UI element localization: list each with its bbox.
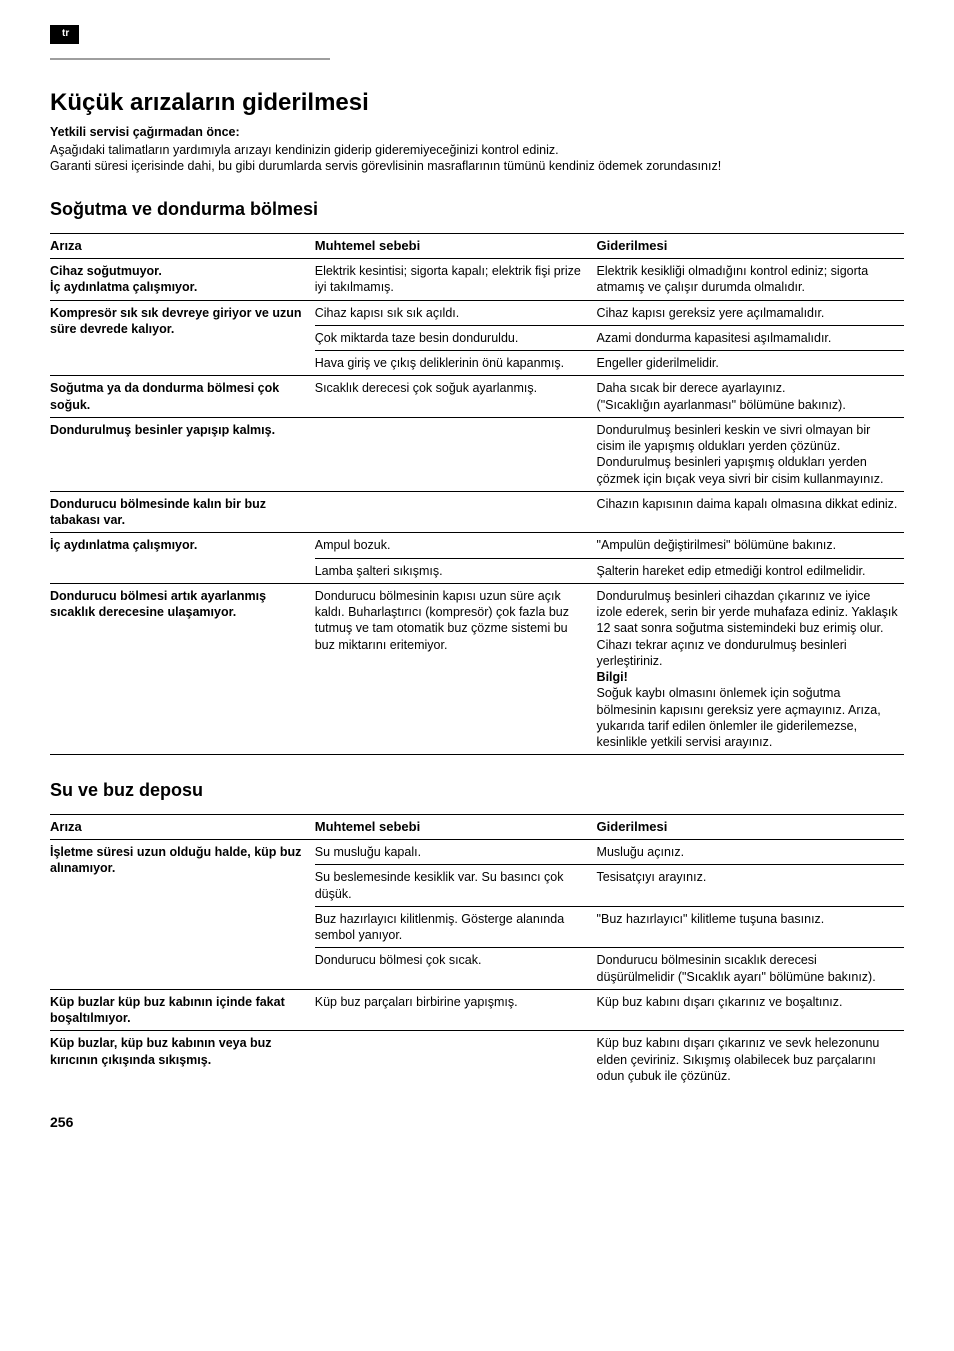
fault-cell: Dondurucu bölmesi artık ayarlanmış sıcak… bbox=[50, 583, 315, 755]
remedy-cell: Daha sıcak bir derece ayarlayınız. ("Sıc… bbox=[597, 376, 904, 418]
intro-line-2: Garanti süresi içerisinde dahi, bu gibi … bbox=[50, 158, 904, 174]
fault-cell: Küp buzlar, küp buz kabının veya buz kır… bbox=[50, 1031, 315, 1088]
remedy-label: Bilgi! bbox=[597, 670, 628, 684]
table-row: Soğutma ya da dondurma bölmesi çok soğuk… bbox=[50, 376, 904, 418]
fault-cell: Cihaz soğutmuyor. İç aydınlatma çalışmıy… bbox=[50, 259, 315, 301]
fault-cell: Soğutma ya da dondurma bölmesi çok soğuk… bbox=[50, 376, 315, 418]
intro-block: Yetkili servisi çağırmadan önce: Aşağıda… bbox=[50, 124, 904, 175]
remedy-text-b: Soğuk kaybı olmasını önlemek için soğutm… bbox=[597, 686, 881, 749]
remedy-cell: "Buz hazırlayıcı" kilitleme tuşuna basın… bbox=[597, 906, 904, 948]
page-title: Küçük arızaların giderilmesi bbox=[50, 88, 904, 118]
cause-cell: Küp buz parçaları birbirine yapışmış. bbox=[315, 989, 597, 1031]
remedy-cell: Dondurucu bölmesinin sıcaklık derecesi d… bbox=[597, 948, 904, 990]
remedy-cell: Elektrik kesikliği olmadığını kontrol ed… bbox=[597, 259, 904, 301]
remedy-cell: "Ampulün değiştirilmesi" bölümüne bakını… bbox=[597, 533, 904, 558]
table-row: Cihaz soğutmuyor. İç aydınlatma çalışmıy… bbox=[50, 259, 904, 301]
table-row: Kompresör sık sık devreye giriyor ve uzu… bbox=[50, 300, 904, 325]
cause-cell bbox=[315, 491, 597, 533]
intro-line-1: Aşağıdaki talimatların yardımıyla arızay… bbox=[50, 142, 904, 158]
table-row: Dondurulmuş besinler yapışıp kalmış. Don… bbox=[50, 417, 904, 491]
remedy-cell: Cihaz kapısı gereksiz yere açılmamalıdır… bbox=[597, 300, 904, 325]
top-rule bbox=[50, 58, 330, 60]
table-row: Dondurucu bölmesinde kalın bir buz tabak… bbox=[50, 491, 904, 533]
col-fault: Arıza bbox=[50, 233, 315, 258]
section1-heading: Soğutma ve dondurma bölmesi bbox=[50, 198, 904, 221]
cause-cell: Dondurucu bölmesi çok sıcak. bbox=[315, 948, 597, 990]
remedy-cell: Dondurulmuş besinleri keskin ve sivri ol… bbox=[597, 417, 904, 491]
table-row: İşletme süresi uzun olduğu halde, küp bu… bbox=[50, 840, 904, 865]
cause-cell bbox=[315, 1031, 597, 1088]
cause-cell bbox=[315, 417, 597, 491]
cause-cell: Su musluğu kapalı. bbox=[315, 840, 597, 865]
cause-cell: Buz hazırlayıcı kilitlenmiş. Gösterge al… bbox=[315, 906, 597, 948]
cause-cell: Dondurucu bölmesinin kapısı uzun süre aç… bbox=[315, 583, 597, 755]
subtitle: Yetkili servisi çağırmadan önce: bbox=[50, 124, 904, 140]
remedy-cell: Küp buz kabını dışarı çıkarınız ve boşal… bbox=[597, 989, 904, 1031]
section2-heading: Su ve buz deposu bbox=[50, 779, 904, 802]
troubleshooting-table-1: Arıza Muhtemel sebebi Giderilmesi Cihaz … bbox=[50, 233, 904, 756]
col-remedy: Giderilmesi bbox=[597, 814, 904, 839]
page-number: 256 bbox=[50, 1114, 904, 1132]
cause-cell: Ampul bozuk. bbox=[315, 533, 597, 558]
fault-cell: Dondurulmuş besinler yapışıp kalmış. bbox=[50, 417, 315, 491]
col-cause: Muhtemel sebebi bbox=[315, 233, 597, 258]
fault-cell: Kompresör sık sık devreye giriyor ve uzu… bbox=[50, 300, 315, 376]
remedy-cell: Engeller giderilmelidir. bbox=[597, 351, 904, 376]
cause-cell: Lamba şalteri sıkışmış. bbox=[315, 558, 597, 583]
cause-cell: Su beslemesinde kesiklik var. Su basıncı… bbox=[315, 865, 597, 907]
troubleshooting-table-2: Arıza Muhtemel sebebi Giderilmesi İşletm… bbox=[50, 814, 904, 1088]
language-tag: tr bbox=[50, 25, 79, 44]
col-remedy: Giderilmesi bbox=[597, 233, 904, 258]
col-cause: Muhtemel sebebi bbox=[315, 814, 597, 839]
cause-cell: Sıcaklık derecesi çok soğuk ayarlanmış. bbox=[315, 376, 597, 418]
col-fault: Arıza bbox=[50, 814, 315, 839]
table-row: Küp buzlar küp buz kabının içinde fakat … bbox=[50, 989, 904, 1031]
remedy-cell: Küp buz kabını dışarı çıkarınız ve sevk … bbox=[597, 1031, 904, 1088]
remedy-cell: Cihazın kapısının daima kapalı olmasına … bbox=[597, 491, 904, 533]
fault-cell: Küp buzlar küp buz kabının içinde fakat … bbox=[50, 989, 315, 1031]
cause-cell: Elektrik kesintisi; sigorta kapalı; elek… bbox=[315, 259, 597, 301]
table-row: İç aydınlatma çalışmıyor. Ampul bozuk. "… bbox=[50, 533, 904, 558]
cause-cell: Hava giriş ve çıkış deliklerinin önü kap… bbox=[315, 351, 597, 376]
fault-cell: İşletme süresi uzun olduğu halde, küp bu… bbox=[50, 840, 315, 990]
table-row: Küp buzlar, küp buz kabının veya buz kır… bbox=[50, 1031, 904, 1088]
cause-cell: Çok miktarda taze besin donduruldu. bbox=[315, 325, 597, 350]
table-row: Dondurucu bölmesi artık ayarlanmış sıcak… bbox=[50, 583, 904, 755]
remedy-cell: Dondurulmuş besinleri cihazdan çıkarınız… bbox=[597, 583, 904, 755]
remedy-text-a: Dondurulmuş besinleri cihazdan çıkarınız… bbox=[597, 589, 898, 668]
remedy-cell: Tesisatçıyı arayınız. bbox=[597, 865, 904, 907]
fault-cell: Dondurucu bölmesinde kalın bir buz tabak… bbox=[50, 491, 315, 533]
fault-cell: İç aydınlatma çalışmıyor. bbox=[50, 533, 315, 584]
remedy-cell: Azami dondurma kapasitesi aşılmamalıdır. bbox=[597, 325, 904, 350]
remedy-cell: Şalterin hareket edip etmediği kontrol e… bbox=[597, 558, 904, 583]
remedy-cell: Musluğu açınız. bbox=[597, 840, 904, 865]
cause-cell: Cihaz kapısı sık sık açıldı. bbox=[315, 300, 597, 325]
